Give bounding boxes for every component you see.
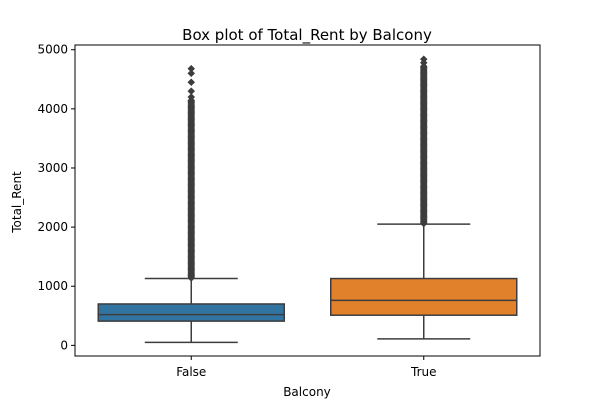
plot-frame — [74, 44, 541, 357]
outlier-sparse-0-4 — [187, 64, 196, 73]
outlier-sparse-0-3 — [187, 69, 196, 78]
y-tick-label-2000: 2000 — [37, 220, 68, 234]
y-tick-label-1000: 1000 — [37, 279, 68, 293]
chart-title: Box plot of Total_Rent by Balcony — [182, 26, 432, 45]
x-axis: False True — [176, 356, 437, 379]
outlier-sparse-0-2 — [187, 78, 196, 87]
y-tick-label-0: 0 — [60, 338, 68, 352]
x-tick-label-1: True — [410, 365, 437, 379]
y-axis: 0 1000 2000 3000 4000 5000 — [37, 43, 75, 352]
x-tick-label-0: False — [176, 365, 206, 379]
y-tick-label-3000: 3000 — [37, 161, 68, 175]
box-1 — [330, 55, 518, 340]
y-tick-label-5000: 5000 — [37, 43, 68, 57]
outlier-sparse-0-1 — [187, 87, 196, 95]
box-rect-0 — [97, 303, 285, 322]
y-axis-label: Total_Rent — [10, 171, 24, 234]
box-0 — [97, 64, 285, 344]
outlier-sparse-0-0 — [187, 93, 196, 101]
box-rect-1 — [330, 277, 518, 316]
boxes-group — [97, 55, 518, 344]
outlier-sparse-1-1 — [419, 55, 428, 64]
y-tick-label-4000: 4000 — [37, 102, 68, 116]
x-axis-label: Balcony — [283, 385, 331, 399]
